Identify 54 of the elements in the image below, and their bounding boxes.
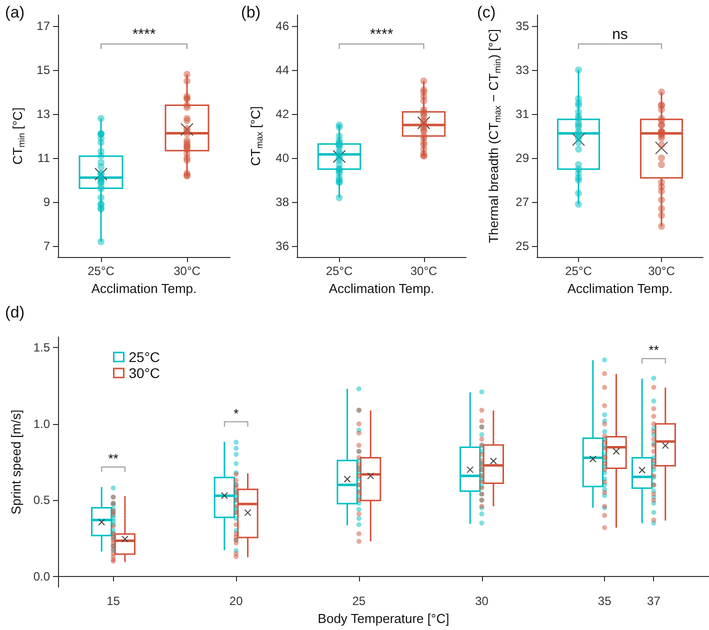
annotation: **	[108, 451, 118, 466]
y-tick-label: 7	[43, 239, 50, 254]
y-tick-label: 46	[276, 19, 290, 34]
x-tick-label: 25°C	[326, 264, 353, 278]
x-tick-label: 30°C	[410, 264, 438, 278]
chart-title: (a)	[5, 4, 25, 22]
y-tick-label: 1.5	[33, 340, 50, 355]
y-axis-title: Thermal breadth (CTmax − CTmin) [°C]	[486, 29, 502, 244]
annotation: ****	[132, 26, 156, 43]
x-axis-title: Acclimation Temp.	[567, 281, 673, 296]
y-tick-label: 27	[516, 195, 530, 210]
legend-label: 30°C	[128, 365, 160, 381]
x-tick-label: 37	[647, 594, 661, 608]
x-axis-title: Acclimation Temp.	[91, 281, 197, 296]
annotation: *	[234, 406, 239, 421]
y-tick-label: 44	[276, 63, 290, 78]
y-tick-label: 29	[516, 151, 530, 166]
y-tick-label: 36	[276, 239, 290, 254]
y-tick-label: 35	[516, 19, 530, 34]
x-axis-title: Acclimation Temp.	[328, 281, 434, 296]
annotation: ns	[612, 26, 628, 43]
chart-title: (c)	[477, 4, 496, 22]
chart-title: (b)	[241, 4, 261, 22]
y-tick-label: 9	[43, 195, 50, 210]
x-tick-label: 35	[598, 594, 612, 608]
y-axis-title: Sprint speed [m/s]	[8, 410, 24, 514]
y-tick-label: 0.5	[33, 493, 50, 508]
annotation: **	[648, 342, 659, 358]
x-tick-label: 30	[475, 594, 489, 608]
y-tick-label: 13	[36, 107, 50, 122]
x-tick-label: 30°C	[174, 264, 201, 278]
y-axis-title: CTmax [°C]	[248, 106, 264, 166]
y-tick-label: 0.0	[33, 569, 50, 584]
y-tick-label: 40	[276, 151, 290, 166]
x-tick-label: 15	[106, 594, 120, 608]
y-tick-label: 42	[276, 107, 290, 122]
x-tick-label: 25°C	[88, 264, 115, 278]
x-axis-title: Body Temperature [°C]	[318, 611, 450, 626]
x-tick-label: 30°C	[648, 264, 676, 278]
y-tick-label: 31	[516, 107, 530, 122]
x-tick-label: 25°C	[565, 264, 592, 278]
y-tick-label: 33	[516, 63, 530, 78]
annotation: ****	[370, 26, 394, 43]
y-tick-label: 25	[516, 239, 530, 254]
y-tick-label: 17	[36, 19, 50, 34]
y-tick-label: 1.0	[33, 416, 50, 431]
y-tick-label: 15	[36, 63, 50, 78]
y-axis-title: CTmin [°C]	[10, 107, 26, 165]
legend-label: 25°C	[128, 349, 160, 365]
chart-title: (d)	[5, 304, 25, 322]
x-tick-label: 25	[352, 594, 366, 608]
y-tick-label: 11	[38, 151, 50, 166]
y-tick-label: 38	[276, 195, 290, 210]
x-tick-label: 20	[229, 594, 244, 608]
